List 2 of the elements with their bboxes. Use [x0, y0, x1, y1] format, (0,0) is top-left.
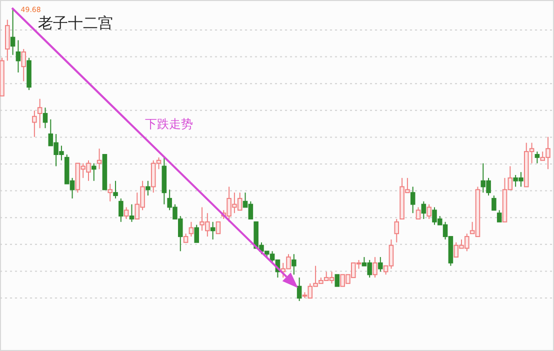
- title: 老子十二宫: [38, 14, 113, 32]
- annotation: 下跌走势: [145, 117, 193, 131]
